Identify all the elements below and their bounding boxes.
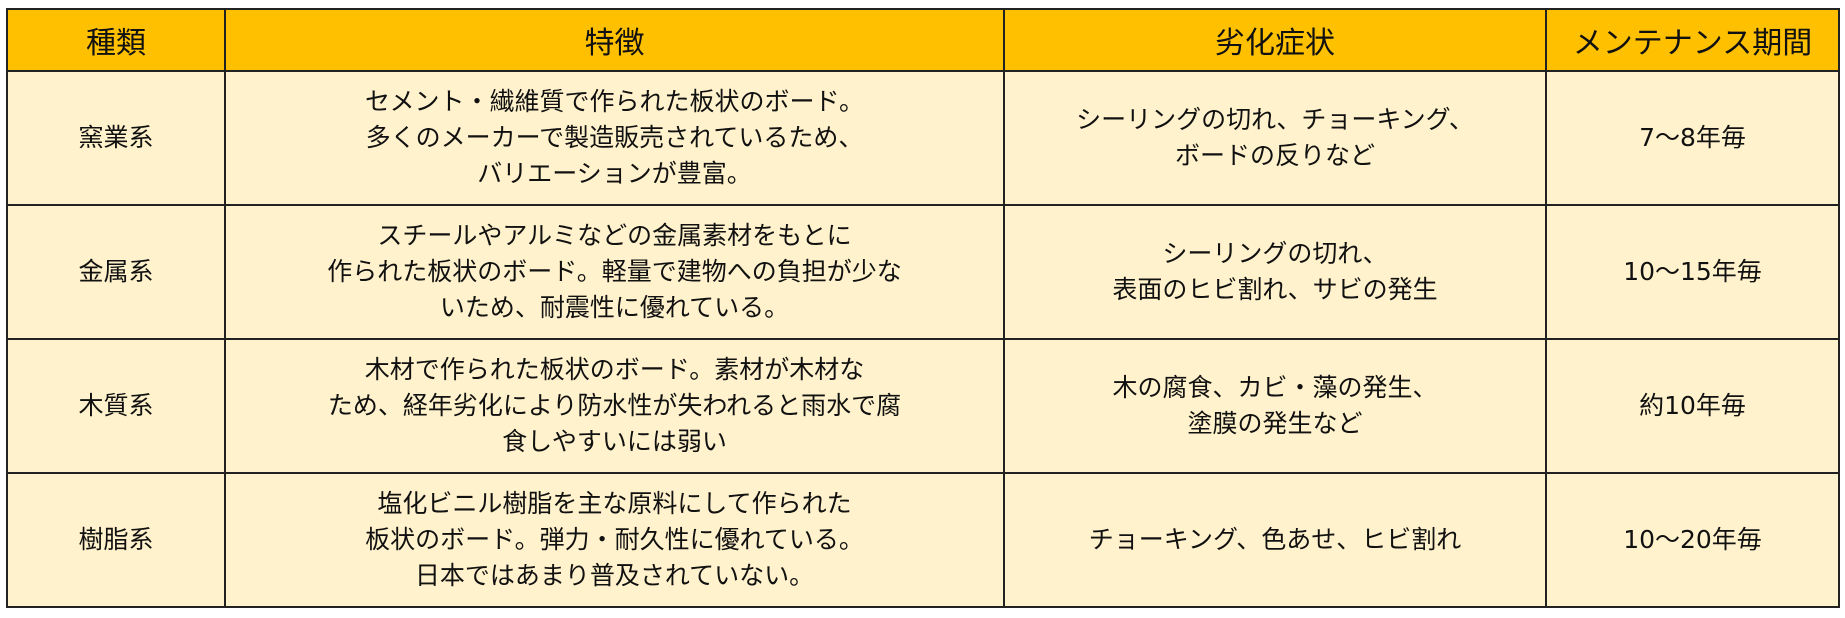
siding-comparison-table: 種類 特徴 劣化症状 メンテナンス期間 窯業系 セメント・繊維質で作られた板状のボ… bbox=[6, 8, 1840, 608]
cell-symptoms-line: チョーキング、色あせ、ヒビ割れ bbox=[1088, 525, 1462, 554]
cell-features-line: 塩化ビニル樹脂を主な原料にして作られた bbox=[377, 489, 852, 518]
cell-features-line: いため、耐震性に優れている。 bbox=[439, 293, 790, 322]
cell-type: 窯業系 bbox=[6, 70, 226, 206]
header-row: 種類 特徴 劣化症状 メンテナンス期間 bbox=[6, 8, 1840, 72]
cell-symptoms-line: シーリングの切れ、チョーキング、 bbox=[1076, 105, 1474, 134]
cell-features-line: セメント・繊維質で作られた板状のボード。 bbox=[364, 87, 864, 116]
cell-symptoms-line: 表面のヒビ割れ、サビの発生 bbox=[1112, 275, 1438, 304]
cell-symptoms-line: 木の腐食、カビ・藻の発生、 bbox=[1112, 373, 1438, 402]
cell-symptoms: シーリングの切れ、チョーキング、 ボードの反りなど bbox=[1003, 70, 1547, 206]
cell-period: 約10年毎 bbox=[1545, 338, 1840, 474]
cell-features-line: スチールやアルミなどの金属素材をもとに bbox=[377, 221, 852, 250]
cell-symptoms-line: 塗膜の発生など bbox=[1187, 409, 1363, 438]
cell-features: スチールやアルミなどの金属素材をもとに作られた板状のボード。軽量で建物への負担が… bbox=[224, 204, 1005, 340]
cell-features: 木材で作られた板状のボード。素材が木材なため、経年劣化により防水性が失われると雨… bbox=[224, 338, 1005, 474]
cell-type: 木質系 bbox=[6, 338, 226, 474]
cell-features-line: ため、経年劣化により防水性が失われると雨水で腐 bbox=[327, 391, 902, 420]
header-type: 種類 bbox=[6, 8, 226, 72]
cell-features-line: 作られた板状のボード。軽量で建物への負担が少な bbox=[327, 257, 902, 286]
cell-features-line: 木材で作られた板状のボード。素材が木材な bbox=[364, 355, 865, 384]
cell-features-line: バリエーションが豊富。 bbox=[477, 159, 752, 188]
cell-features-line: 日本ではあまり普及されていない。 bbox=[414, 561, 815, 590]
cell-symptoms: シーリングの切れ、表面のヒビ割れ、サビの発生 bbox=[1003, 204, 1547, 340]
table-row: 窯業系 セメント・繊維質で作られた板状のボード。 多くのメーカーで製造販売されている… bbox=[6, 70, 1840, 206]
table-row: 金属系 スチールやアルミなどの金属素材をもとに 作られた板状のボード。軽量で建物への… bbox=[6, 204, 1840, 340]
cell-features-line: 板状のボード。弾力・耐久性に優れている。 bbox=[365, 525, 864, 554]
cell-type: 金属系 bbox=[6, 204, 226, 340]
header-period: メンテナンス期間 bbox=[1545, 8, 1840, 72]
cell-features: 塩化ビニル樹脂を主な原料にして作られた 板状のボード。弾力・耐久性に優れている。日… bbox=[224, 472, 1005, 608]
cell-symptoms-line: シーリングの切れ、 bbox=[1162, 239, 1388, 268]
cell-features: セメント・繊維質で作られた板状のボード。 多くのメーカーで製造販売されているため、… bbox=[224, 70, 1005, 206]
cell-symptoms-line: ボードの反りなど bbox=[1174, 141, 1375, 170]
cell-period: 10～15年毎 bbox=[1545, 204, 1840, 340]
cell-symptoms: 木の腐食、カビ・藻の発生、 塗膜の発生など bbox=[1003, 338, 1547, 474]
cell-period: 7～8年毎 bbox=[1545, 70, 1840, 206]
cell-features-line: 食しやすいには弱い bbox=[502, 427, 727, 456]
header-features: 特徴 bbox=[224, 8, 1005, 72]
cell-symptoms: チョーキング、色あせ、ヒビ割れ bbox=[1003, 472, 1547, 608]
table-row: 樹脂系 塩化ビニル樹脂を主な原料にして作られた 板状のボード。弾力・耐久性に優れてい… bbox=[6, 472, 1840, 608]
header-symptoms: 劣化症状 bbox=[1003, 8, 1547, 72]
cell-period: 10～20年毎 bbox=[1545, 472, 1840, 608]
cell-features-line: 多くのメーカーで製造販売されているため、 bbox=[365, 123, 864, 152]
table-row: 木質系 木材で作られた板状のボード。素材が木材な ため、経年劣化により防水性が失われ… bbox=[6, 338, 1840, 474]
cell-type: 樹脂系 bbox=[6, 472, 226, 608]
